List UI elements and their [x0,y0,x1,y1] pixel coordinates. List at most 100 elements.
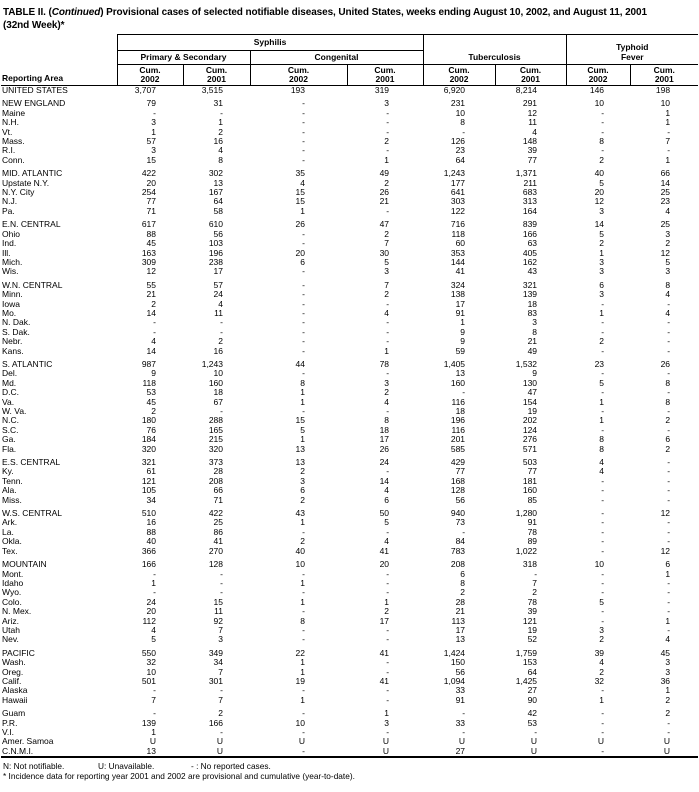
value-cell: U [382,737,390,747]
table-row: S. ATLANTIC 987 1,243 44 78 1,405 1,532 23 26 [1,360,698,369]
value-cell: - [302,346,305,356]
value-cell: - [601,616,605,626]
value-cell: 1 [151,127,156,137]
value-cell: - [667,625,671,635]
value-cell: 270 [208,546,223,556]
table-row: Nebr. 4 2 - - 9 21 2 - [1,337,698,346]
value-cell: 45 [146,397,156,407]
value-cell: - [667,467,671,477]
table-row: Mo. 14 11-4 91 83 1 4 [1,309,698,318]
value-cell: - [667,607,671,617]
value-cell: - [667,407,671,416]
value-cell: 13 [213,178,223,188]
value-cell: 103 [208,239,223,249]
value-cell: - [302,308,305,318]
value-cell: 181 [522,476,538,486]
value-cell: - [667,537,671,547]
reporting-area-cell: Amer. Samoa [2,737,54,747]
table-row: Wis. 12 17 - 3 41 43 3 3 [1,267,698,276]
value-cell: 33 [455,686,466,696]
value-cell: 4 [384,537,390,547]
value-cell: 8 [460,118,466,128]
value-cell: 139 [141,718,156,728]
value-cell: - [302,318,305,328]
value-cell: - [667,346,671,356]
value-cell: 8 [532,327,538,337]
value-cell: 196 [208,248,223,258]
value-cell: - [667,476,671,486]
value-cell: 2 [599,667,605,677]
table-row: Hawaii 7 7 1 - 91 90 1 2 [1,696,698,705]
value-cell: 50 [379,509,390,519]
header-cum-col2: Cum. 2001 [183,64,251,86]
reporting-area-cell: P.R. [2,718,18,728]
table-row: Idaho 1 - 1 - 8 7 - - [1,579,698,588]
value-cell: 2 [665,444,671,454]
value-cell: - [601,369,605,379]
value-cell: - [601,346,605,356]
year-label: 2001 [521,74,540,84]
value-cell: 2 [665,695,671,705]
header-typhoid-fever: Typhoid Fever [566,34,699,65]
value-cell: 24 [379,458,390,468]
value-cell: 49 [527,346,538,356]
value-cell: - [386,146,390,156]
value-cell: 4 [384,308,390,318]
value-cell: - [220,318,223,328]
value-cell: - [667,495,671,505]
value-cell: 3 [599,206,605,216]
reporting-area-cell: E.S. CENTRAL [2,458,61,468]
value-cell: 19 [295,676,305,686]
value-cell: 15 [295,416,305,426]
value-cell: 39 [527,146,538,156]
value-cell: - [667,369,671,379]
value-cell: - [601,476,605,486]
value-cell: 3 [599,267,605,277]
footnote-legend: N: Not notifiable. U: Unavailable. - : No … [3,761,699,771]
value-cell: - [667,425,671,435]
reporting-area-cell: Wyo. [2,588,22,598]
value-cell: 1,759 [515,648,538,658]
value-cell: 41 [379,546,390,556]
value-cell: 7 [218,625,223,635]
value-cell: - [153,569,156,579]
value-cell: - [302,299,305,309]
value-cell: U [597,737,605,747]
value-cell: 10 [146,667,156,677]
value-cell: 10 [295,718,305,728]
table-row: Wash. 32 34 1 - 150 153 4 3 [1,658,698,667]
value-cell: U [298,737,305,747]
value-cell: 20 [146,178,156,188]
value-cell: - [302,588,305,598]
title-rest: ) Provisional cases of selected notifiab… [100,7,647,18]
value-cell: 160 [522,486,538,496]
table-row: Kans. 14 16 - 1 59 49 - - [1,347,698,356]
value-cell: 12 [660,546,671,556]
value-cell: 1,424 [443,648,466,658]
reporting-area-cell: MID. ATLANTIC [2,169,63,179]
value-cell: 20 [594,188,605,198]
notifiable-diseases-table: Reporting Area Syphilis Tuberculosis Typ… [1,34,699,759]
value-cell: 17 [455,299,466,309]
value-cell: 43 [527,267,538,277]
table-row: R.I. 3 4 - - 23 39 - - [1,146,698,155]
value-cell: 196 [450,416,466,426]
value-cell: 14 [146,308,156,318]
header-reporting-area: Reporting Area [1,34,118,86]
cum-label: Cum. [448,64,470,75]
value-cell: - [601,327,605,337]
value-cell: 641 [450,188,466,198]
reporting-area-cell: Iowa [2,299,20,309]
value-cell: 510 [141,509,156,519]
value-cell: 2 [665,239,671,249]
value-cell: - [601,578,605,588]
year-label: 2002 [140,74,160,84]
value-cell: 128 [450,486,466,496]
cum-label: Cum. [287,64,310,75]
value-cell: 3 [300,476,305,486]
value-cell: 4 [218,146,223,156]
value-cell: 126 [450,137,466,147]
value-cell: 9 [460,337,466,347]
value-cell: 167 [208,188,223,198]
